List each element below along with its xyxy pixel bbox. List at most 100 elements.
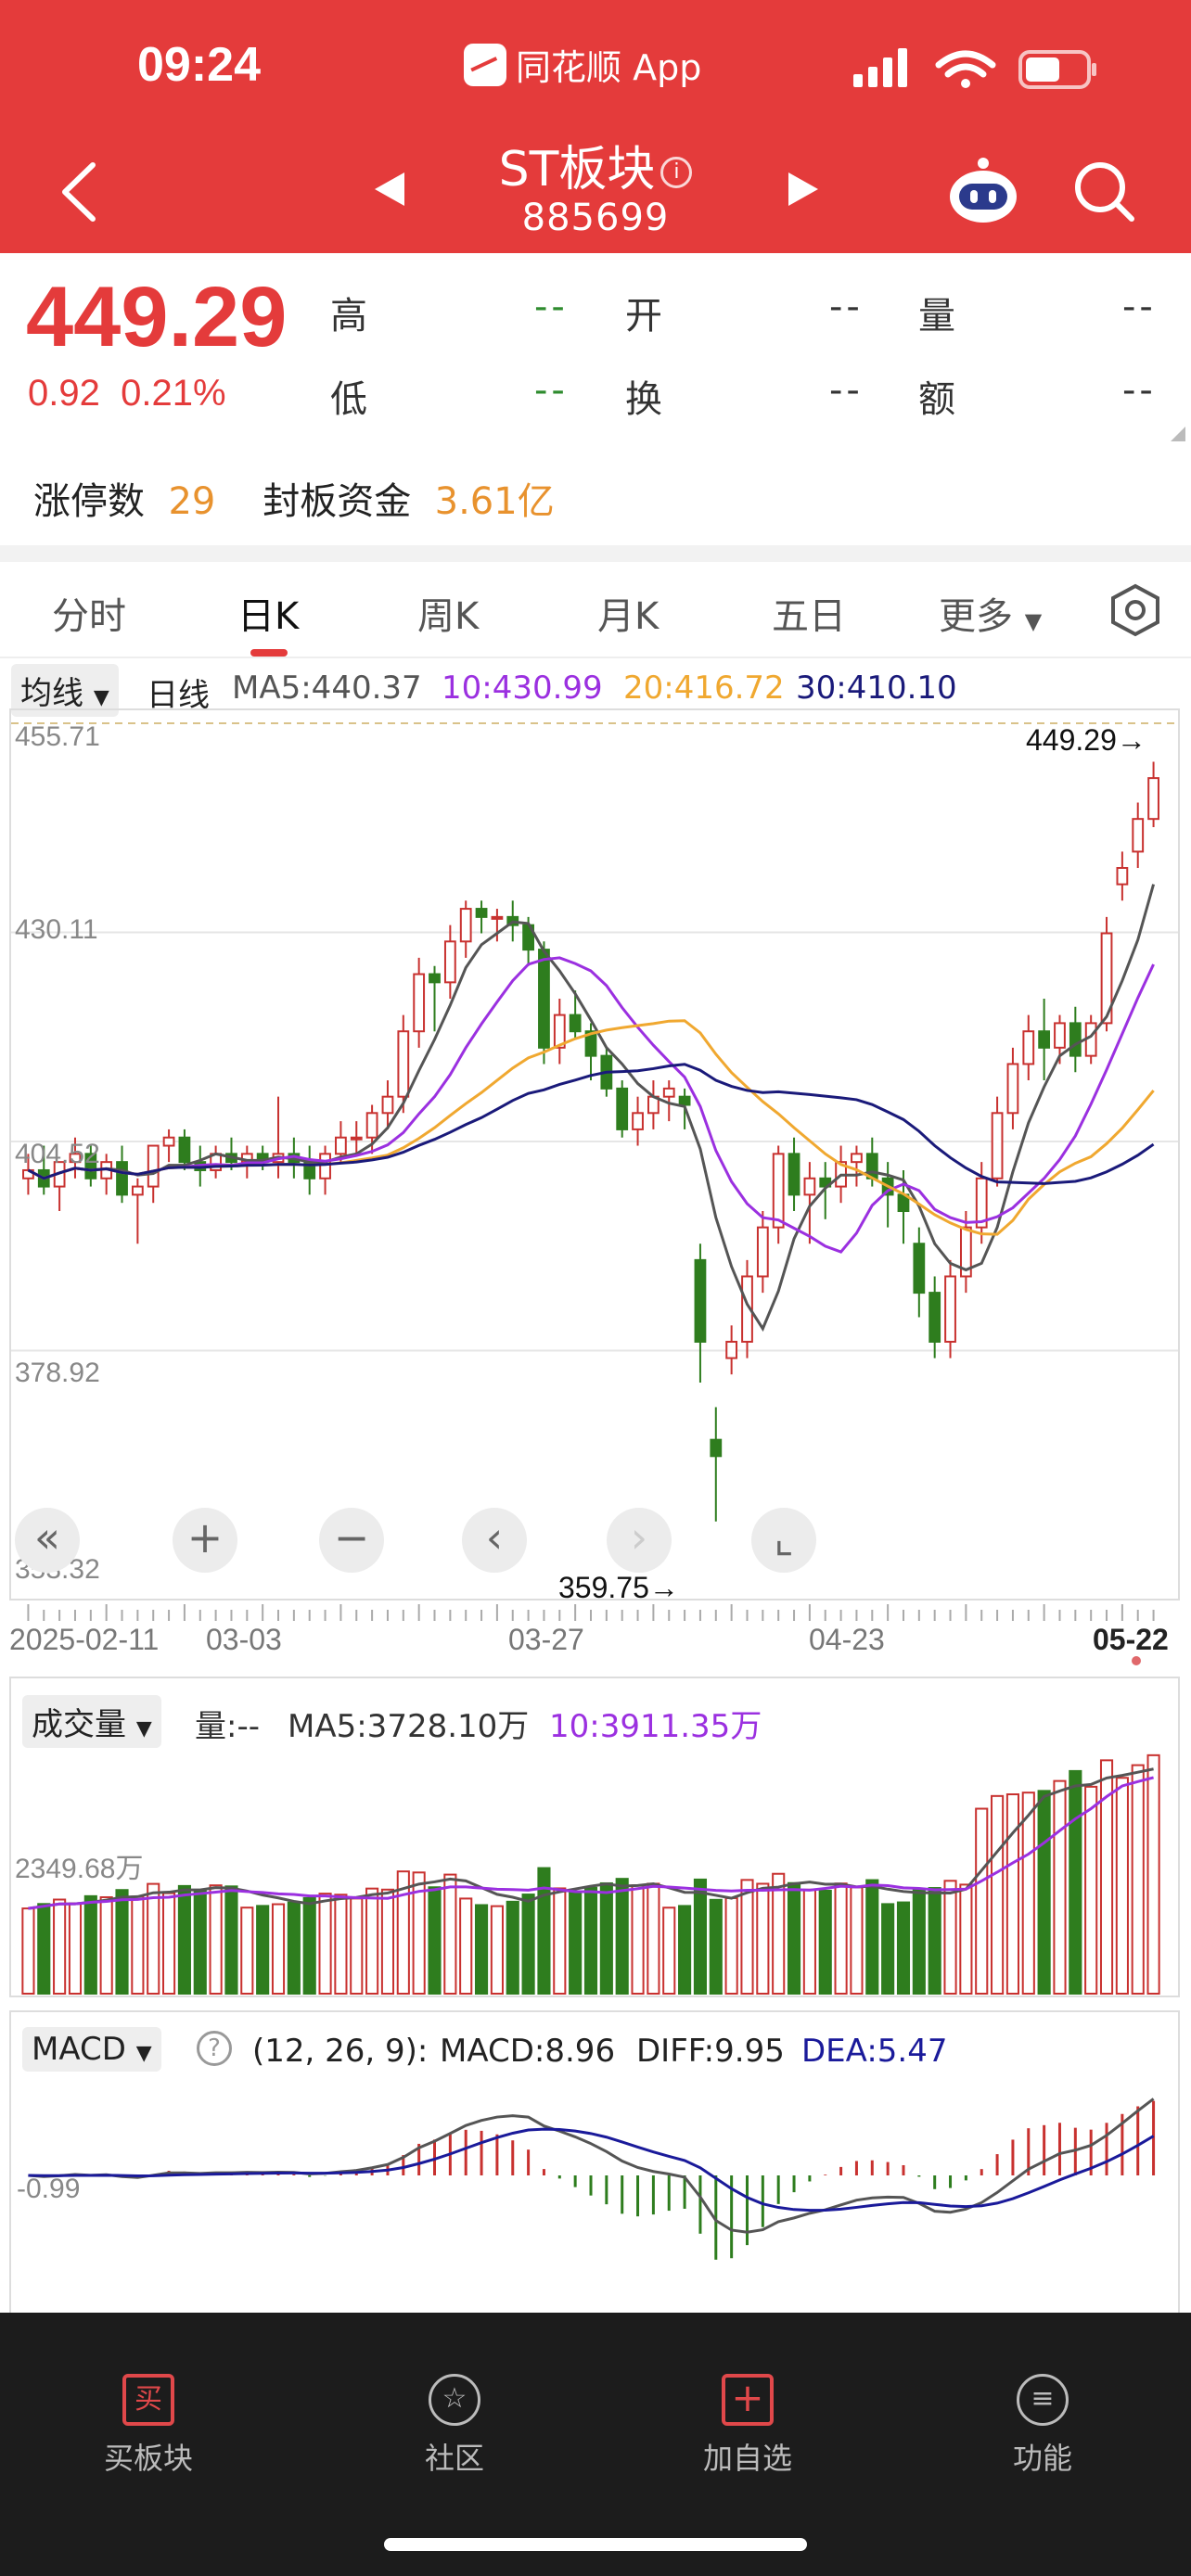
volume-bar — [21, 1907, 35, 1996]
candle — [569, 1014, 582, 1033]
open-value: -- — [829, 286, 864, 328]
candle — [678, 1095, 691, 1106]
ma30-line — [27, 1063, 1155, 1185]
kline-chart-frame[interactable] — [9, 708, 1180, 1600]
volume-bar — [1115, 1777, 1129, 1995]
info-icon[interactable]: i — [660, 157, 693, 188]
stock-code: 885699 — [521, 197, 670, 239]
macd-selector[interactable]: MACD ▼ — [22, 2027, 161, 2072]
volume-bar — [912, 1888, 926, 1995]
candle — [381, 1095, 394, 1115]
page-title: ST板块 — [498, 142, 656, 198]
volume-bar — [459, 1897, 473, 1995]
candle — [178, 1136, 191, 1164]
date-label-start: 2025-02-11 — [9, 1623, 160, 1656]
ma20-value: 20:416.72 — [623, 670, 785, 707]
tab-more-label: 更多 — [939, 595, 1013, 638]
volume-current: 量:-- — [195, 1708, 260, 1745]
chart-settings-icon[interactable] — [1109, 582, 1161, 638]
robot-assistant-icon[interactable] — [946, 156, 1020, 226]
tab-daily-k[interactable]: 日K — [237, 595, 300, 638]
volume-bar — [521, 1894, 535, 1995]
volume-bar — [428, 1886, 442, 1995]
date-label-4: 04-23 — [809, 1623, 885, 1656]
ma5-value: MA5:440.37 — [232, 670, 422, 707]
y-label-3: 404.52 — [15, 1139, 100, 1169]
volume-bar — [99, 1895, 113, 1995]
zoom-out-button[interactable]: − — [319, 1508, 384, 1573]
prev-stock-icon[interactable] — [369, 169, 408, 210]
volume-bar — [756, 1882, 770, 1995]
volume-bar — [209, 1884, 223, 1995]
volume-bar — [53, 1898, 67, 1995]
volume-bar — [37, 1903, 51, 1995]
tab-monthly-k[interactable]: 月K — [597, 595, 660, 638]
help-icon[interactable]: ? — [197, 2031, 232, 2066]
buy-sector-label: 买板块 — [103, 2441, 193, 2476]
tab-intraday[interactable]: 分时 — [52, 595, 126, 638]
volume-chart[interactable] — [11, 1734, 1178, 1996]
scroll-left-fast-button[interactable]: « — [15, 1508, 80, 1573]
battery-icon — [1018, 50, 1096, 89]
candle — [1069, 1022, 1082, 1057]
expand-corner-icon[interactable] — [1171, 427, 1185, 441]
candle — [538, 949, 550, 1049]
volume-selector[interactable]: 成交量 ▼ — [22, 1695, 161, 1748]
period-label: 日线 — [147, 677, 210, 714]
buy-sector-button[interactable]: 买 买板块 — [56, 2374, 241, 2478]
candle — [928, 1292, 941, 1343]
volume-bar — [177, 1884, 191, 1996]
candle — [913, 1243, 926, 1294]
tab-weekly-k[interactable]: 周K — [417, 595, 480, 638]
ma10-line — [27, 956, 1155, 1254]
volume-bar — [772, 1872, 786, 1995]
candle — [116, 1161, 128, 1196]
back-icon[interactable] — [58, 159, 100, 224]
volume-bar — [537, 1867, 551, 1995]
volume-bar — [68, 1902, 83, 1995]
caret-down-icon: ▼ — [93, 686, 109, 709]
functions-button[interactable]: ≡ 功能 — [950, 2374, 1135, 2478]
ma10-value: 10:430.99 — [442, 670, 603, 707]
ma-selector[interactable]: 均线 ▼ — [11, 664, 119, 717]
volume-bar — [380, 1888, 395, 1995]
volume-bar — [506, 1900, 519, 1995]
candle — [710, 1438, 723, 1458]
price-change: 0.92 0.21% — [28, 373, 226, 414]
macd-chart[interactable] — [11, 2073, 1178, 2322]
amount-label: 额 — [918, 378, 955, 421]
status-icons — [853, 48, 1096, 89]
candle — [1116, 867, 1129, 886]
caret-down-icon: ▼ — [1024, 608, 1043, 634]
macd-params: (12, 26, 9): — [252, 2033, 429, 2070]
caret-down-icon: ▼ — [135, 1717, 152, 1741]
high-value: -- — [534, 286, 569, 328]
add-watchlist-label: 加自选 — [702, 2441, 792, 2476]
volume-panel-frame[interactable] — [9, 1677, 1180, 1997]
volume-bar — [631, 1884, 645, 1996]
limit-up-row: 涨停数 29 封板资金 3.61亿 — [33, 471, 555, 525]
add-watchlist-button[interactable]: + 加自选 — [655, 2374, 840, 2478]
volume-bar — [818, 1889, 832, 1995]
candle — [1100, 932, 1113, 1025]
date-label-end: 05-22 — [1093, 1623, 1169, 1656]
high-label: 高 — [330, 295, 367, 338]
tab-more[interactable]: 更多 ▼ — [939, 586, 1042, 640]
search-icon[interactable] — [1072, 159, 1137, 224]
scroll-left-button[interactable]: ‹ — [462, 1508, 527, 1573]
kline-chart[interactable] — [11, 710, 1178, 1599]
volume-bar — [1069, 1769, 1082, 1996]
volume-bar — [147, 1882, 160, 1996]
volume-bar — [193, 1888, 207, 1995]
current-date-dot — [1132, 1656, 1141, 1665]
tab-five-day[interactable]: 五日 — [772, 595, 846, 638]
candle — [632, 1112, 644, 1130]
status-app-indicator[interactable]: 同花顺 App — [464, 39, 701, 90]
volume-bar — [896, 1901, 911, 1995]
fullscreen-button[interactable]: ⌞ — [751, 1508, 816, 1573]
scroll-right-button[interactable]: › — [607, 1508, 672, 1573]
community-button[interactable]: ☆ 社区 — [362, 2374, 547, 2478]
zoom-in-button[interactable]: + — [173, 1508, 237, 1573]
next-stock-icon[interactable] — [785, 169, 824, 210]
turnover-value: -- — [829, 369, 864, 412]
